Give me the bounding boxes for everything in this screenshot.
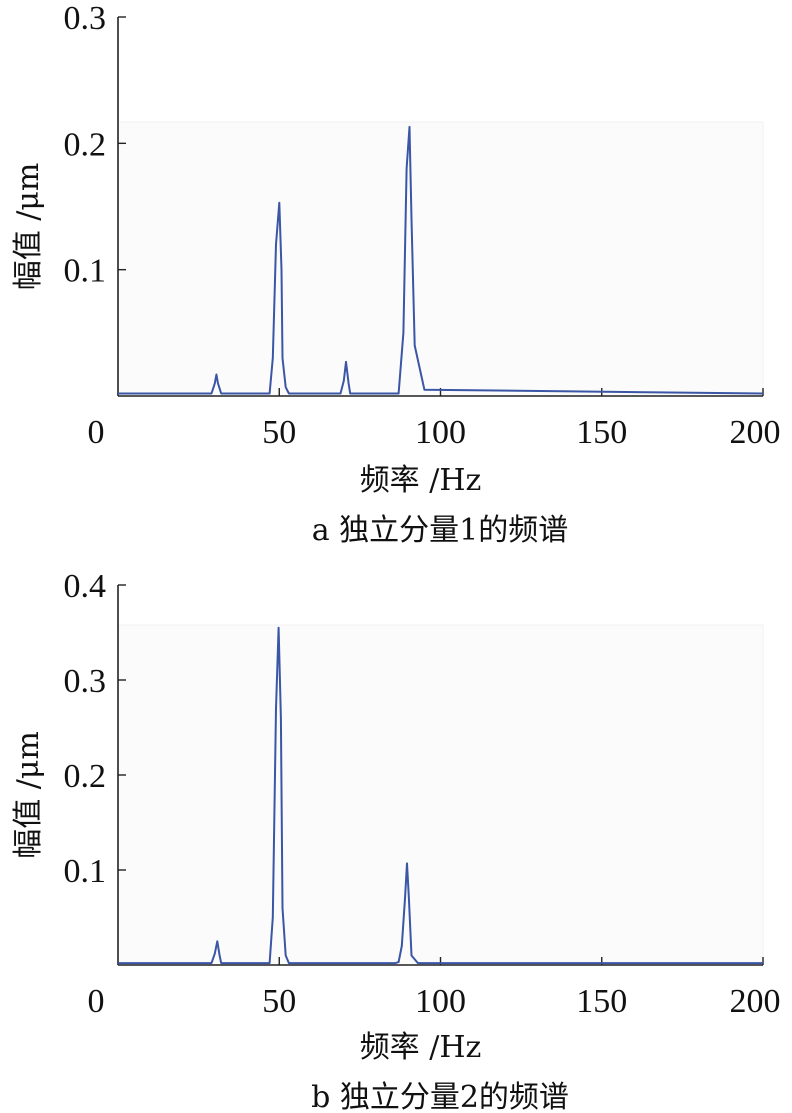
chart1-x-tick-label: 100	[415, 414, 466, 451]
chart1-x-axis-label: 频率 /Hz	[360, 463, 482, 498]
chart1-x-tick-label: 0	[88, 414, 105, 451]
chart2-y-axis-label: 幅值 /μm	[11, 731, 46, 859]
chart2-y-tick-label: 0.2	[64, 758, 107, 795]
chart2-y-tick-label: 0.3	[64, 663, 107, 700]
chart2-caption: b 独立分量2的频谱	[311, 1080, 569, 1113]
chart1-y-tick-label: 0.2	[64, 126, 107, 163]
chart2-x-tick-label: 100	[415, 983, 466, 1020]
chart1-series-line-1	[118, 125, 764, 395]
chart2-y-tick-label: 0.4	[64, 568, 107, 605]
chart1-y-tick-label: 0.1	[64, 253, 107, 290]
chart1-x-tick-label: 150	[576, 414, 627, 451]
chart1-x-tick-label: 50	[262, 414, 296, 451]
chart2-x-tick-label: 50	[262, 983, 296, 1020]
chart2-x-tick-label: 150	[576, 983, 627, 1020]
chart2-plot-area	[117, 624, 764, 966]
chart2-series-line-1	[118, 626, 763, 965]
chart1-y-axis-label: 幅值 /μm	[11, 163, 46, 291]
chart1-y-tick-label: 0.3	[64, 0, 107, 37]
chart1-plot-area	[117, 121, 764, 397]
chart2-y-tick-label: 0.1	[64, 853, 107, 890]
chart2-x-axis-label: 频率 /Hz	[360, 1030, 482, 1065]
chart2-x-tick-label: 0	[88, 983, 105, 1020]
chart1-caption: a 独立分量1的频谱	[312, 513, 569, 548]
chart1-x-tick-label: 200	[730, 414, 781, 451]
chart2-x-tick-label: 200	[730, 983, 781, 1020]
